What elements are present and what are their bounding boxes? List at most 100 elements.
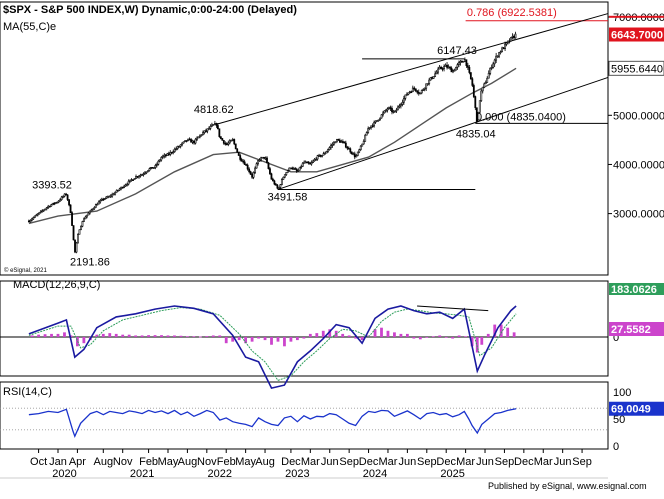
- candle-body: [443, 66, 445, 70]
- candle-body: [383, 110, 386, 114]
- macd-hist-bar: [153, 335, 157, 337]
- candle-body: [75, 242, 78, 253]
- candle-body: [480, 90, 483, 102]
- macd-hist-bar: [347, 335, 351, 337]
- candle-body: [429, 77, 432, 81]
- x-month-label: Dec: [359, 456, 379, 468]
- ma-55-line: [28, 67, 517, 225]
- candle-body: [115, 189, 118, 193]
- candle-body: [337, 138, 340, 141]
- macd-hist-bar: [486, 333, 490, 337]
- candle-body: [135, 176, 137, 179]
- macd-hist-bar: [211, 335, 215, 337]
- candle-body: [483, 83, 486, 88]
- candle-body: [361, 143, 364, 147]
- x-month-label: Feb: [139, 456, 158, 468]
- candle-body: [218, 128, 221, 137]
- candle-body: [78, 229, 81, 235]
- candle-body: [71, 212, 73, 226]
- candle-body: [389, 107, 392, 109]
- macd-hist-bar: [166, 335, 170, 337]
- candle-body: [251, 174, 254, 178]
- price-y-label: 7000.0000: [613, 12, 664, 24]
- candle-body: [414, 88, 417, 92]
- macd-hist-bar: [506, 327, 510, 337]
- candle-body: [376, 120, 379, 122]
- macd-hist-bar: [399, 333, 403, 337]
- x-month-label: Mar: [378, 456, 397, 468]
- x-year-label: 2023: [285, 468, 309, 480]
- x-year-label: 2025: [440, 468, 464, 480]
- candle-body: [155, 164, 158, 166]
- candle-body: [126, 183, 128, 186]
- candle-body: [487, 73, 490, 79]
- candle-body: [62, 195, 65, 198]
- candle-body: [144, 172, 146, 175]
- macd-hist-bar: [101, 333, 105, 337]
- candle-body: [275, 183, 277, 186]
- candle-body: [400, 104, 402, 107]
- candle-body: [318, 154, 320, 157]
- macd-hist-bar: [373, 329, 377, 337]
- ma-value-label: 5955.6440: [611, 63, 663, 75]
- candle-body: [364, 134, 367, 142]
- candle-body: [77, 234, 79, 244]
- candle-body: [100, 198, 103, 201]
- candle-body: [346, 146, 349, 149]
- candle-body: [258, 159, 261, 162]
- candle-body: [394, 110, 396, 113]
- candle-body: [338, 139, 341, 143]
- candle-body: [154, 165, 157, 168]
- candle-body: [490, 67, 493, 69]
- candle-body: [349, 148, 352, 153]
- price-y-label: 4000.0000: [613, 159, 664, 171]
- candle-body: [234, 143, 237, 150]
- macd-hist-bar: [328, 329, 332, 337]
- macd-hist-bar: [108, 333, 112, 337]
- macd-value-box: [609, 283, 664, 295]
- candle-body: [507, 40, 509, 44]
- x-month-label: Jan: [49, 456, 67, 468]
- x-month-label: Apr: [69, 456, 86, 468]
- candle-body: [486, 77, 489, 83]
- candle-body: [395, 109, 398, 112]
- candle-body: [50, 204, 53, 207]
- candle-body: [331, 143, 334, 146]
- candle-body: [328, 147, 331, 150]
- candle-body: [285, 172, 288, 175]
- candle-body: [385, 109, 387, 112]
- candle-body: [35, 214, 38, 217]
- candle-body: [44, 208, 47, 211]
- candle-body: [66, 194, 69, 200]
- ma-label: MA(55,C)e: [3, 21, 56, 33]
- candle-body: [87, 212, 90, 216]
- x-month-label: Mar: [301, 456, 320, 468]
- price-layer: 3393.52 2191.86 4818.62 3491.58 6147.43 4835.…: [27, 7, 609, 268]
- candle-body: [109, 195, 112, 198]
- candle-body: [377, 119, 380, 122]
- macd-hist-bar: [250, 337, 254, 342]
- macd-panel: [0, 280, 609, 377]
- candle-body: [99, 200, 102, 203]
- candle-body: [246, 164, 249, 170]
- candle-body: [277, 186, 280, 189]
- rsi-y-label: 50: [613, 414, 625, 426]
- candle-body: [461, 60, 463, 63]
- candle-body: [114, 191, 117, 195]
- candle-body: [231, 139, 234, 141]
- x-month-label: Nov: [113, 456, 133, 468]
- label-fib-000: 0.000 (4835.0400): [476, 111, 566, 123]
- candle-body: [288, 167, 291, 171]
- macd-title: MACD(12,26,9,C): [13, 279, 100, 291]
- macd-hist-bar: [37, 334, 40, 337]
- candle-body: [428, 79, 431, 85]
- candle-body: [152, 167, 155, 169]
- candle-body: [254, 167, 256, 173]
- x-month-label: Sep: [495, 456, 515, 468]
- candle-body: [471, 78, 474, 86]
- candle-body: [368, 127, 371, 129]
- rsi-layer: [0, 407, 608, 439]
- candle-body: [282, 176, 285, 180]
- candle-body: [176, 145, 179, 149]
- macd-line: [28, 305, 517, 390]
